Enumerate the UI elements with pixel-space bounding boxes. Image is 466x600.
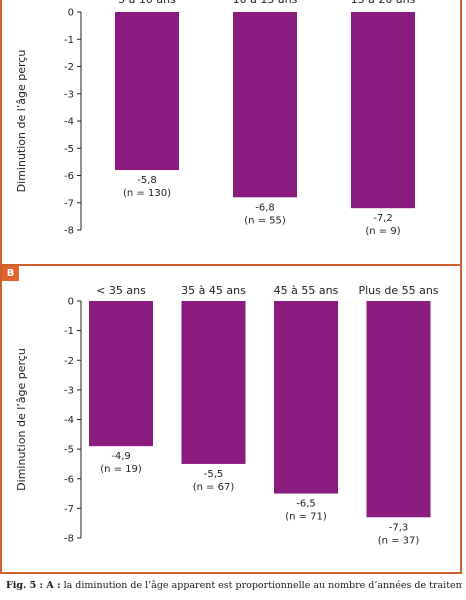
panel-b-label: B [2, 266, 19, 281]
y-axis-title: Diminution de l’âge perçu [15, 348, 28, 491]
bar [89, 301, 153, 447]
figure-frame [0, 0, 462, 574]
y-tick-label: -3 [64, 385, 74, 396]
y-tick-label: -5 [64, 144, 74, 155]
bar-n-label: (n = 37) [378, 535, 420, 546]
category-label: 35 à 45 ans [181, 284, 246, 297]
y-tick-label: -8 [64, 534, 74, 545]
figure-caption: Fig. 5 : A : la diminution de l’âge appa… [6, 580, 462, 591]
bar-value-label: -6,5 [296, 499, 316, 510]
y-tick-label: -1 [64, 326, 74, 337]
bar-n-label: (n = 71) [285, 512, 327, 523]
y-tick-label: -1 [64, 35, 74, 46]
y-tick-label: -7 [64, 198, 74, 209]
bar [181, 301, 246, 464]
bar-value-label: -5,8 [137, 175, 157, 186]
bar [233, 12, 297, 198]
y-tick-label: -4 [64, 415, 74, 426]
y-tick-label: -5 [64, 445, 74, 456]
bar-value-label: -5,5 [204, 469, 224, 480]
bar [115, 12, 179, 171]
bar-n-label: (n = 19) [100, 464, 142, 475]
y-tick-label: -6 [64, 171, 74, 182]
bar-value-label: -7,3 [389, 522, 409, 533]
y-tick-label: 0 [68, 297, 74, 308]
bar-value-label: -7,2 [373, 213, 393, 224]
y-tick-label: -6 [64, 474, 74, 485]
bar-n-label: (n = 130) [123, 188, 171, 199]
bar [351, 12, 415, 209]
category-label: < 35 ans [96, 284, 146, 297]
bar-n-label: (n = 55) [244, 215, 286, 226]
caption-prefix: Fig. 5 : A : [6, 580, 61, 591]
category-label: Plus de 55 ans [358, 284, 438, 297]
y-tick-label: 0 [68, 8, 74, 19]
category-label: 45 à 55 ans [274, 284, 339, 297]
y-tick-label: -2 [64, 62, 74, 73]
caption-text: la diminution de l’âge apparent est prop… [63, 580, 462, 591]
panel-divider [0, 264, 462, 266]
y-tick-label: -8 [64, 226, 74, 237]
y-tick-label: -3 [64, 89, 74, 100]
bar-n-label: (n = 9) [365, 226, 400, 237]
bar-value-label: -6,8 [255, 202, 275, 213]
y-tick-label: -4 [64, 117, 74, 128]
chart-a: 0 -1 -2 -3 -4 -5 -6 -7 -8 Diminution de l’âge per… [15, 0, 416, 237]
category-label: 5 à 10 ans [118, 0, 176, 6]
y-tick-label: -2 [64, 356, 74, 367]
chart-b: 0 -1 -2 -3 -4 -5 -6 -7 -8 Diminution de l’âge per… [15, 284, 439, 546]
y-tick-label: -7 [64, 504, 74, 515]
category-label: 15 à 20 ans [351, 0, 416, 6]
y-axis-title: Diminution de l’âge perçu [15, 50, 28, 193]
bar [274, 301, 338, 494]
category-label: 10 à 15 ans [233, 0, 298, 6]
bar [366, 301, 431, 518]
bar-value-label: -4,9 [111, 451, 131, 462]
bar-n-label: (n = 67) [193, 482, 235, 493]
